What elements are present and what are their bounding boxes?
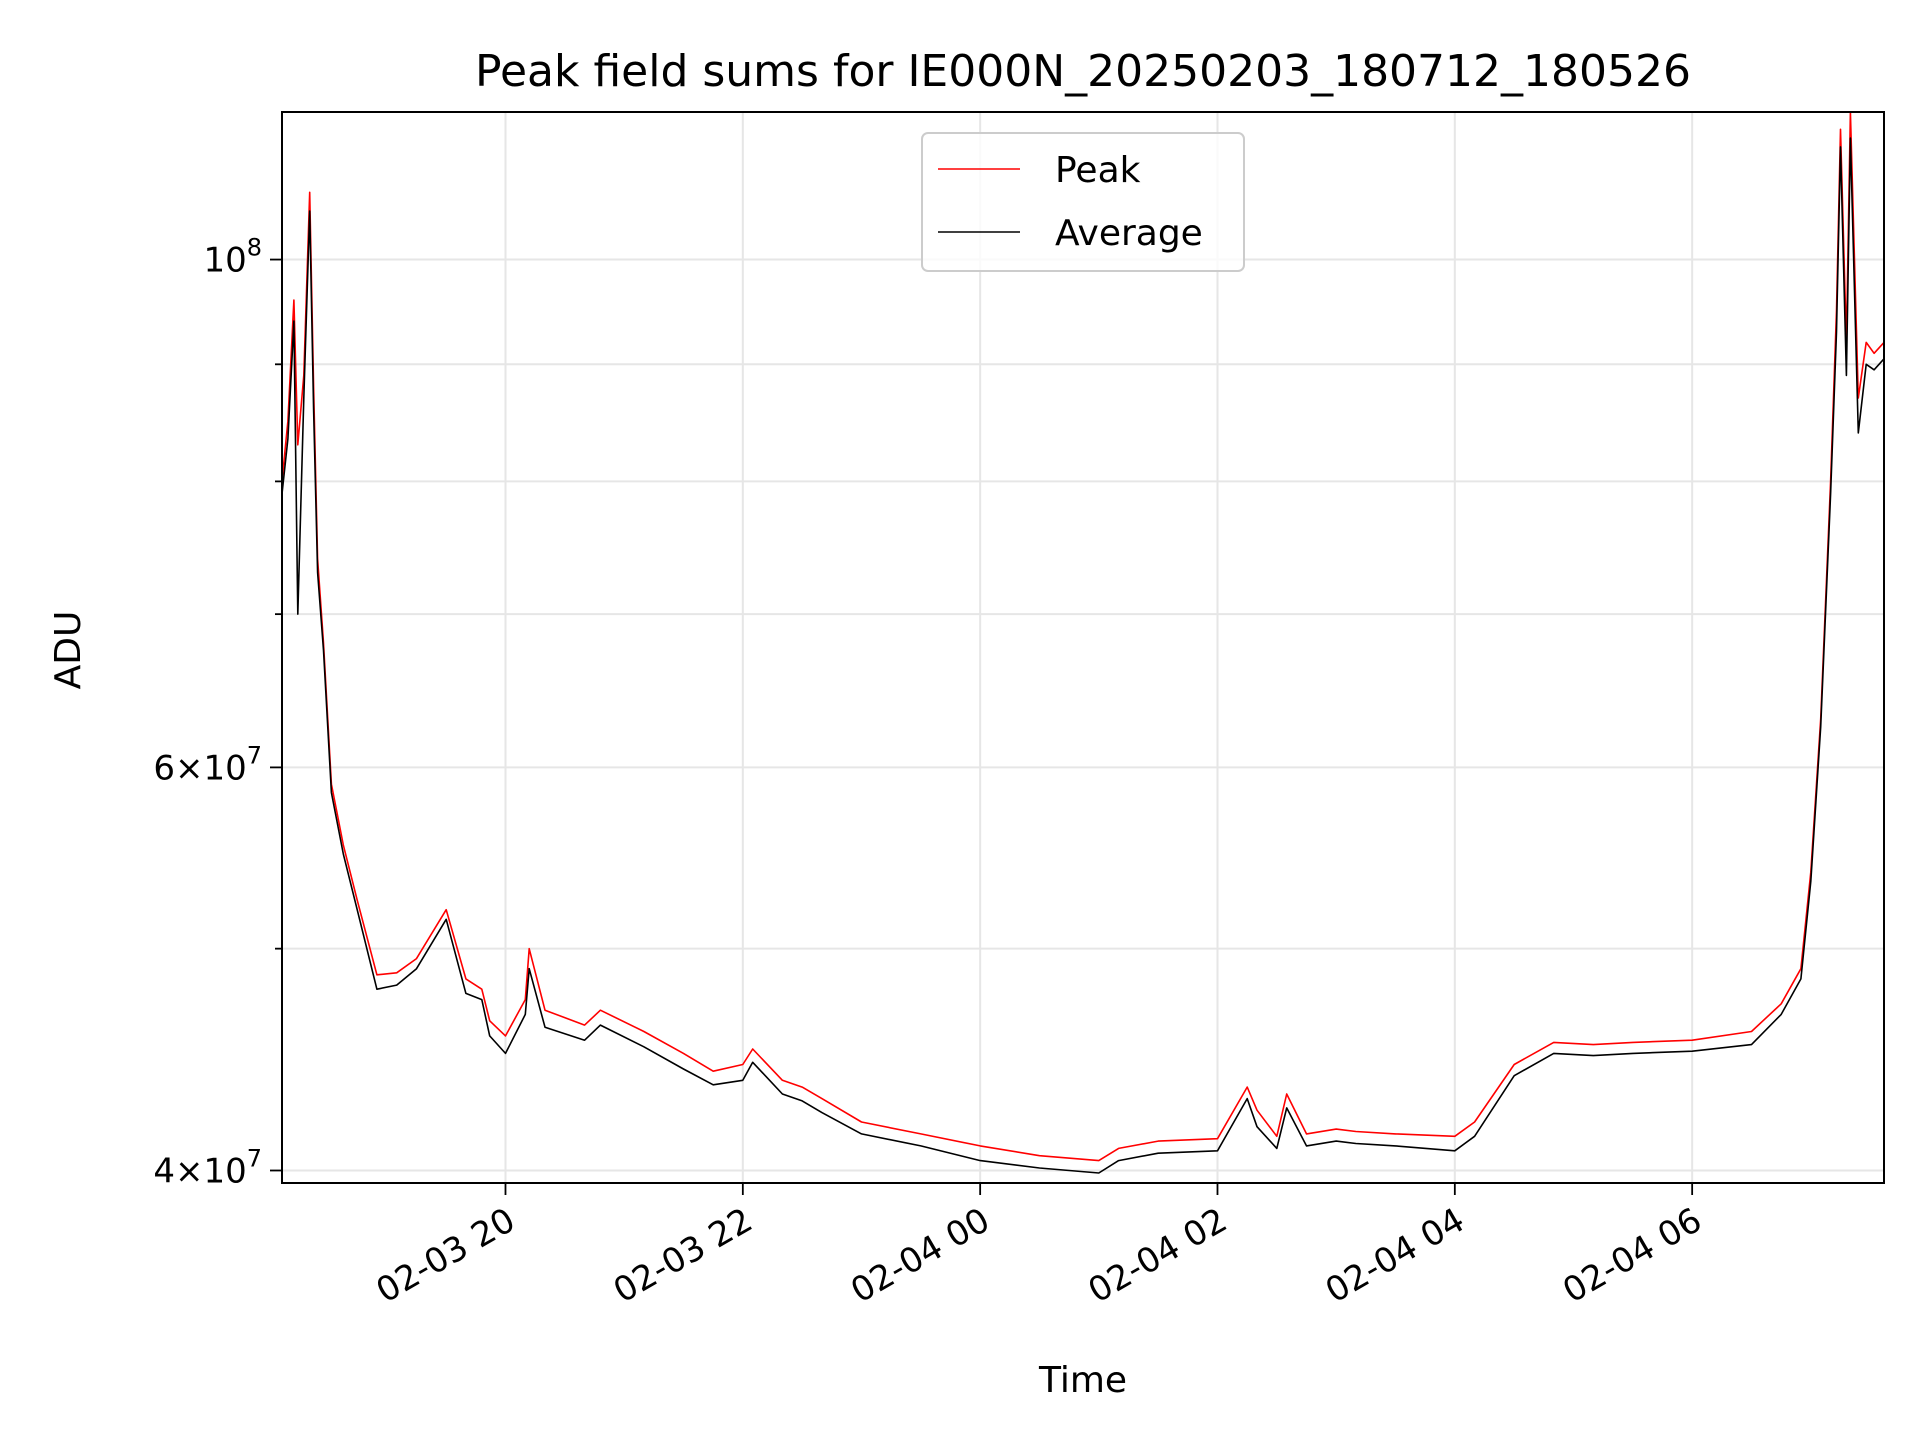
series-line-peak bbox=[281, 111, 1885, 1162]
chart-title: Peak field sums for IE000N_20250203_1807… bbox=[475, 46, 1691, 97]
y-axis-ticks: 4×107 6×107 108 bbox=[153, 234, 282, 1191]
y-tick-label: 6×107 bbox=[153, 741, 262, 788]
plot-frame bbox=[281, 111, 1885, 1184]
grid bbox=[282, 112, 1884, 1183]
series-layer bbox=[281, 111, 1885, 1174]
x-axis-label: Time bbox=[1038, 1360, 1127, 1401]
y-tick-label: 4×107 bbox=[153, 1144, 262, 1191]
y-axis-label: ADU bbox=[48, 611, 89, 690]
legend-box bbox=[921, 132, 1245, 272]
legend: Peak Average bbox=[921, 132, 1245, 272]
y-tick-label: 108 bbox=[203, 234, 262, 281]
legend-label-average: Average bbox=[1055, 213, 1203, 254]
legend-label-peak: Peak bbox=[1055, 150, 1141, 191]
series-line-average bbox=[281, 137, 1885, 1174]
